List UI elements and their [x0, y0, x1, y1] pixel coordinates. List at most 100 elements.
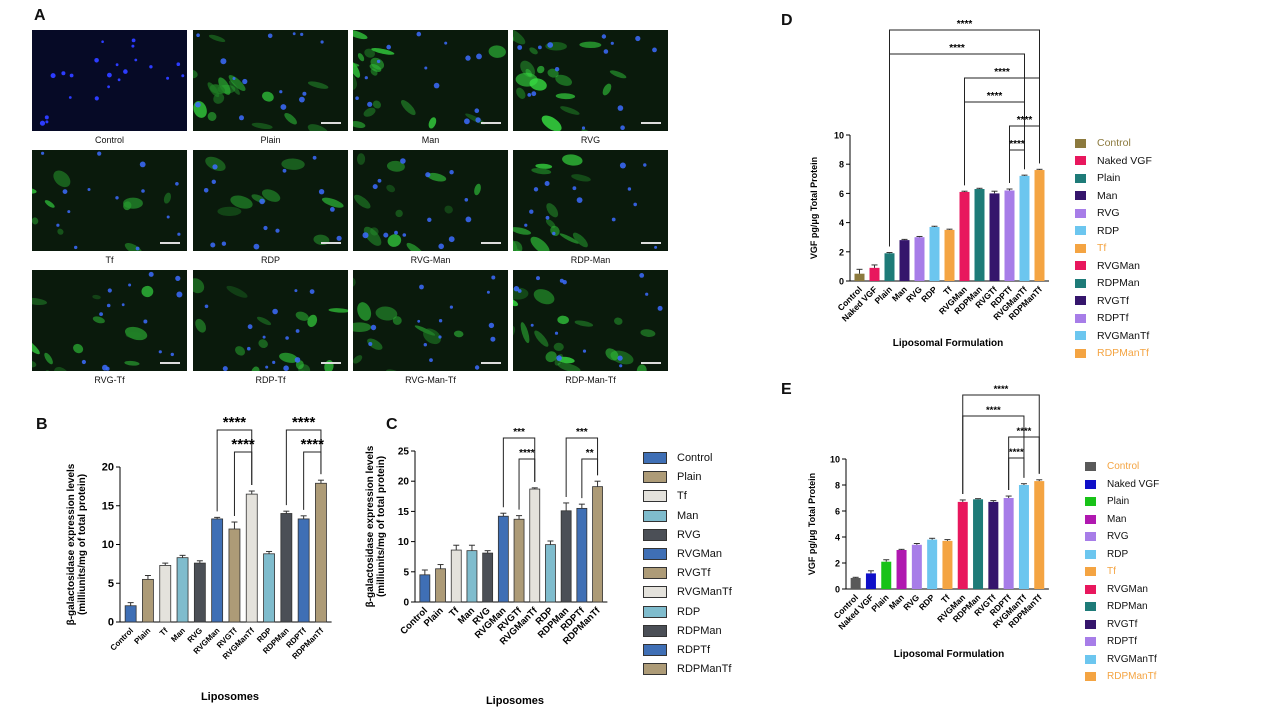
legend-swatch	[1075, 226, 1086, 235]
bar	[297, 518, 310, 623]
legend-item: RVGMan	[643, 548, 722, 560]
legend-swatch	[1075, 313, 1086, 323]
legend-item: RVGTf	[1085, 619, 1137, 630]
legend-swatch	[1085, 672, 1096, 681]
x-tick-label: Man	[887, 592, 906, 611]
micrograph-rvg-man	[353, 150, 508, 251]
significance-bracket	[581, 458, 599, 499]
micrograph-rvg-tf	[32, 270, 187, 371]
legend-label: RVGMan	[1097, 259, 1140, 272]
bar	[899, 240, 910, 281]
legend-swatch	[1085, 497, 1096, 506]
legend-item: RDPTf	[1075, 312, 1129, 324]
micrograph-rvg	[513, 30, 668, 131]
legend-item: Control	[1085, 461, 1139, 472]
y-axis-label: VGF pg/μg Total Protein	[809, 157, 819, 259]
legend-swatch	[1075, 331, 1086, 340]
significance-label: ****	[519, 448, 535, 459]
significance-label: ****	[1017, 115, 1033, 126]
y-tick-label: 0	[835, 585, 840, 595]
micrograph-grid: Control Plain Man RVG Tf RDP RVG-Man RDP-Man RVG…	[32, 30, 672, 392]
bar	[974, 189, 985, 281]
bar	[850, 577, 861, 589]
significance-bracket	[962, 415, 1025, 494]
legend-label: Naked VGF	[1107, 478, 1160, 490]
y-tick-label: 20	[102, 462, 114, 474]
legend-item: RDPTf	[643, 644, 710, 656]
legend-item: RVG	[643, 528, 701, 541]
bar	[529, 488, 541, 603]
legend-label: RVGMan	[677, 548, 723, 560]
bar	[927, 539, 938, 589]
legend-label: RVGManTf	[1107, 653, 1157, 665]
bar	[560, 510, 572, 603]
legend-label: RDPManTf	[677, 663, 732, 676]
significance-bracket	[1009, 149, 1025, 184]
legend-label: RVGTf	[677, 567, 711, 580]
legend-item: Naked VGF	[1085, 479, 1159, 490]
bar	[419, 574, 431, 603]
legend-swatch	[1085, 637, 1096, 646]
bar	[592, 486, 603, 603]
y-tick-label: 25	[398, 447, 410, 458]
y-tick-label: 5	[108, 578, 114, 590]
legend-label: RDP	[677, 605, 701, 618]
micrograph-rvg-man-tf	[353, 270, 508, 371]
panel-letter-a: A	[34, 7, 46, 24]
x-tick-label: Plain	[132, 626, 152, 646]
significance-label: ***	[513, 427, 525, 438]
significance-label: ****	[987, 91, 1003, 102]
x-tick-label: RDP	[917, 592, 937, 612]
legend-label: RDPManTf	[1097, 347, 1149, 359]
bar	[1018, 485, 1029, 589]
y-tick-label: 4	[835, 533, 840, 543]
bar	[513, 518, 525, 603]
significance-label: ****	[986, 405, 1001, 416]
y-tick-label: 10	[834, 131, 844, 141]
legend-item: RVGManTf	[643, 586, 732, 599]
bar	[263, 553, 275, 623]
bar	[881, 561, 892, 589]
significance-label: ****	[301, 436, 325, 453]
legend-label: RDP	[1107, 548, 1129, 560]
bar	[989, 193, 1000, 281]
bar	[865, 573, 876, 589]
legend-label: Naked VGF	[1097, 154, 1152, 167]
bar	[942, 540, 953, 589]
legend-item: RDP	[1085, 549, 1128, 560]
legend-label: Man	[1107, 513, 1127, 525]
micrograph-rdp	[193, 150, 348, 251]
legend-label: RVGManTf	[1097, 329, 1150, 342]
legend-label: RVGTf	[1097, 294, 1129, 307]
significance-bracket	[889, 53, 1025, 247]
legend-swatch	[1085, 654, 1096, 664]
bar	[315, 482, 327, 623]
micrograph-label: Tf	[105, 255, 114, 265]
significance-label: ****	[949, 43, 965, 54]
micrograph-tf	[32, 150, 187, 251]
significance-bracket	[233, 451, 253, 517]
significance-label: ****	[292, 414, 316, 431]
bar	[497, 515, 509, 603]
legend-item: RDPManTf	[1075, 347, 1149, 359]
legend-swatch	[643, 509, 667, 522]
legend-swatch	[643, 586, 667, 599]
x-axis-label: Liposomes	[201, 691, 259, 703]
legend-label: RDPTf	[1097, 312, 1129, 324]
panel-letter-c: C	[386, 416, 398, 433]
x-axis-label: Liposomes	[486, 695, 544, 707]
y-tick-label: 15	[102, 500, 114, 512]
bar	[973, 499, 984, 589]
legend-item: Tf	[643, 490, 687, 503]
significance-bracket	[1008, 457, 1025, 491]
micrograph-man	[353, 30, 508, 131]
legend-label: Tf	[677, 490, 687, 503]
micrograph-control	[32, 30, 187, 131]
bar	[988, 501, 999, 589]
micrograph-label: RDP-Man-Tf	[565, 375, 616, 385]
legend-item: Control	[1075, 137, 1131, 149]
legend-label: RDPMan	[677, 624, 722, 637]
significance-label: ****	[1009, 139, 1025, 150]
